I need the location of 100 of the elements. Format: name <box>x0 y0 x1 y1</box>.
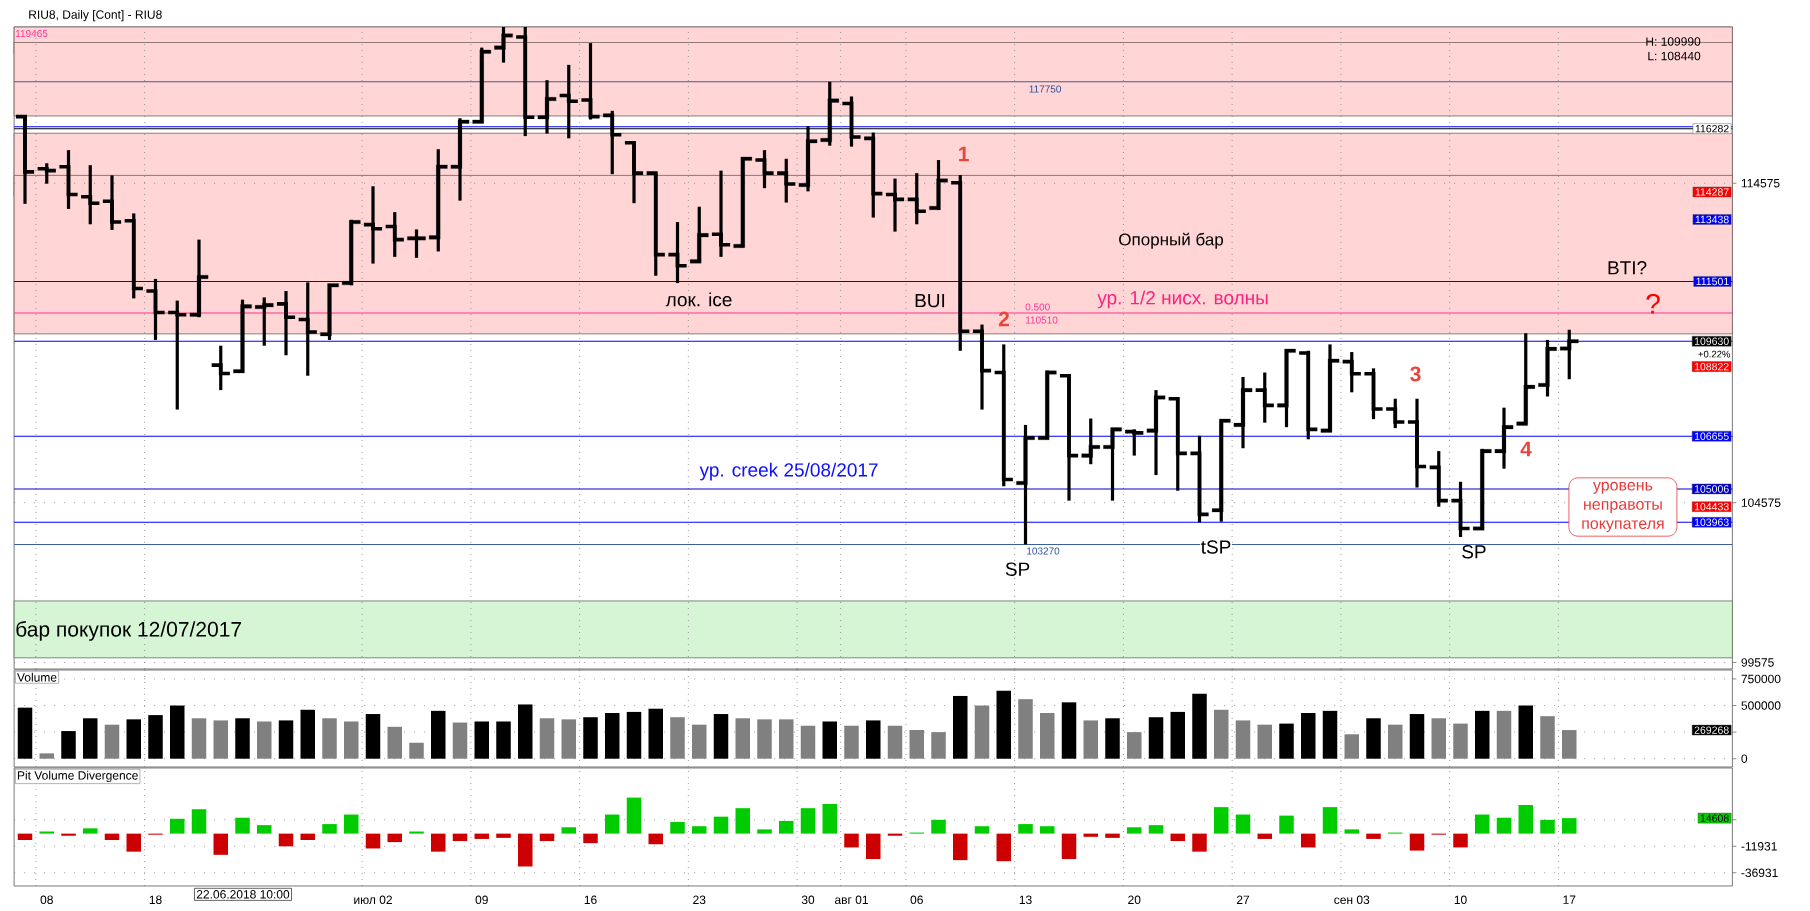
candlestick <box>1038 370 1057 440</box>
bar <box>1127 732 1142 759</box>
bar <box>300 833 315 840</box>
bar <box>735 718 750 759</box>
y-tick-label: -36931 <box>1741 868 1778 878</box>
bar <box>561 719 576 759</box>
bar <box>931 819 946 834</box>
bar <box>1279 815 1294 834</box>
x-tick-label: 17 <box>1563 895 1576 904</box>
bar <box>822 803 838 834</box>
ref-line-label: 105006 <box>1694 485 1729 493</box>
bar <box>844 725 859 759</box>
bar <box>278 720 294 759</box>
bar <box>322 824 337 834</box>
annotation: 3 <box>1410 366 1421 382</box>
bar <box>1540 716 1555 759</box>
bar <box>61 731 76 759</box>
bar <box>431 833 446 852</box>
bar <box>605 712 620 759</box>
bar <box>387 833 402 843</box>
ref-line-label: 103963 <box>1694 518 1729 526</box>
bar <box>539 833 555 842</box>
bar <box>431 710 446 759</box>
bar <box>278 833 294 847</box>
bar <box>713 714 729 759</box>
annotation: 109630 <box>1694 337 1729 345</box>
bar <box>1431 718 1447 759</box>
band-label: бар покупок 12/07/2017 <box>16 621 242 641</box>
bar <box>191 718 207 759</box>
bar <box>800 808 816 834</box>
bar <box>1518 705 1534 759</box>
x-tick-label: 23 <box>693 895 706 905</box>
annotation: BUI <box>915 294 945 308</box>
bar <box>191 809 207 834</box>
bar <box>757 719 772 759</box>
bar <box>670 717 685 759</box>
bar <box>1453 833 1468 848</box>
bar <box>1105 833 1120 838</box>
bar <box>409 831 424 834</box>
x-tick-label: 16 <box>584 895 597 905</box>
bar <box>583 833 598 844</box>
bar <box>1257 724 1273 759</box>
x-tick-label: 30 <box>801 895 815 905</box>
annotation: уровень неправоты покупателя <box>1582 481 1664 533</box>
bar <box>735 808 750 834</box>
bar <box>1192 833 1207 852</box>
bar <box>974 826 990 834</box>
bar <box>17 707 33 759</box>
candlestick <box>407 229 426 258</box>
bar <box>1475 814 1490 834</box>
bar <box>1301 712 1316 759</box>
bar <box>1083 720 1099 759</box>
bar <box>953 833 968 861</box>
bar <box>1453 723 1468 759</box>
bar <box>1061 833 1077 860</box>
bar <box>1409 833 1425 851</box>
bar <box>757 829 772 834</box>
bar <box>104 833 120 840</box>
bar <box>1344 829 1360 834</box>
annotation: 4 <box>1520 441 1532 457</box>
bar <box>1388 724 1403 759</box>
bar <box>1018 824 1033 834</box>
bar <box>692 724 707 759</box>
bar <box>344 721 359 759</box>
bar <box>1496 710 1512 759</box>
bar <box>474 833 489 839</box>
x-tick-label: сен 03 <box>1334 895 1370 905</box>
annotation: 104433 <box>1694 502 1729 511</box>
bar <box>365 714 381 759</box>
bar <box>844 833 859 848</box>
bar <box>822 721 838 759</box>
bar <box>170 818 185 834</box>
bar <box>1366 833 1381 839</box>
bar <box>561 827 576 834</box>
x-tick-label: 13 <box>1019 895 1032 905</box>
bar <box>104 724 120 759</box>
annotation: 2 <box>998 311 1009 327</box>
annotation: 116282 <box>1695 124 1729 133</box>
bar <box>452 722 468 759</box>
bar <box>518 833 533 867</box>
chart-title: Pit Volume Divergence <box>17 770 138 783</box>
annotation: SP <box>1462 545 1486 559</box>
bar <box>1214 709 1229 759</box>
y-tick-label: 500000 <box>1741 701 1781 710</box>
annotation: лок. ice <box>665 292 732 307</box>
bar <box>1366 718 1381 759</box>
bar <box>213 720 229 759</box>
annotation: 114287 <box>1695 188 1729 196</box>
x-tick-label: 09 <box>475 895 488 905</box>
bar <box>779 719 794 759</box>
annotation: ? <box>1646 293 1660 314</box>
annotation: BTI? <box>1608 261 1647 275</box>
bar <box>235 718 250 759</box>
bar <box>365 833 381 849</box>
ref-line-label: 111501 <box>1696 277 1729 286</box>
chart-title: Volume <box>17 672 57 682</box>
bar <box>387 726 402 759</box>
bar <box>605 814 620 834</box>
bar <box>17 833 33 840</box>
bar <box>953 695 968 759</box>
